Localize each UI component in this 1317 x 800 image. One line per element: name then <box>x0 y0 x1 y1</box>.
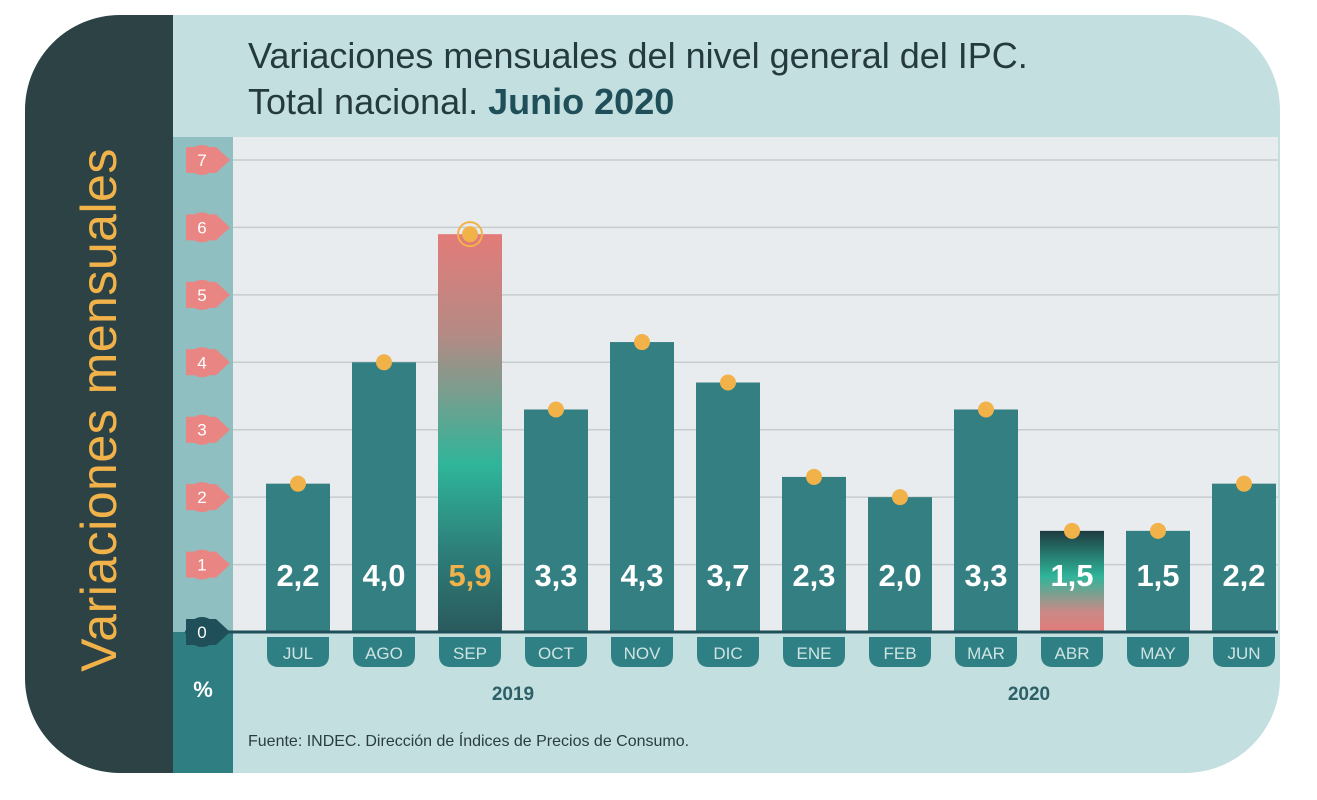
value-label: 3,3 <box>534 558 577 593</box>
month-label: NOV <box>624 644 662 663</box>
value-marker <box>1236 475 1252 492</box>
month-label: ENE <box>797 644 832 663</box>
month-label: OCT <box>538 644 574 663</box>
month-pill <box>1213 637 1275 667</box>
month-pill <box>783 637 845 667</box>
value-label: 3,3 <box>964 558 1007 593</box>
y-tick-label: 5 <box>197 286 206 305</box>
value-marker <box>462 226 478 243</box>
y-tick-label: 4 <box>197 353 206 372</box>
month-pill <box>1041 637 1103 667</box>
y-tick-badge <box>187 482 217 513</box>
y-tick-badge <box>187 549 217 580</box>
month-pill <box>439 637 501 667</box>
y-tick-label: 3 <box>197 421 206 440</box>
year-label: 2020 <box>1008 684 1050 705</box>
bar-sep <box>438 234 502 632</box>
month-label: MAY <box>1140 644 1176 663</box>
y-tick-label: 0 <box>197 623 206 642</box>
month-pill <box>869 637 931 667</box>
month-label: SEP <box>453 644 487 663</box>
bar-may <box>1126 530 1190 632</box>
value-marker <box>290 475 306 492</box>
value-label: 2,3 <box>792 558 835 593</box>
year-label: 2019 <box>492 684 534 705</box>
bar-feb <box>868 497 932 632</box>
chart-area: 0 1 2 3 4 5 6 7% 2,2 JUL 4,0 AGO 5,9 SEP 3,3 OCT 4,3 NOV 3… <box>173 137 1278 773</box>
value-marker <box>1150 522 1166 539</box>
y-tick-badge <box>187 145 217 175</box>
month-label: ABR <box>1055 644 1090 663</box>
y-tick-badge <box>187 347 217 378</box>
value-label: 2,2 <box>276 558 319 593</box>
value-marker <box>892 489 908 506</box>
bar-ene <box>782 476 846 632</box>
bar-oct <box>524 409 588 632</box>
value-marker <box>978 401 994 418</box>
month-label: MAR <box>967 644 1005 663</box>
value-label: 4,0 <box>362 558 405 593</box>
month-pill <box>353 637 415 667</box>
chart-title: Variaciones mensuales del nivel general … <box>248 33 1028 125</box>
value-label: 5,9 <box>448 558 491 593</box>
value-marker <box>548 401 564 418</box>
value-label: 2,2 <box>1222 558 1265 593</box>
value-label: 2,0 <box>878 558 921 593</box>
month-label: JUL <box>283 644 313 663</box>
bar-jun <box>1212 483 1276 632</box>
month-pill <box>697 637 759 667</box>
bar-dic <box>696 382 760 632</box>
title-line-1: Variaciones mensuales del nivel general … <box>248 35 1028 76</box>
bar-nov <box>610 342 674 632</box>
y-tick-label: 7 <box>197 151 206 170</box>
value-label: 4,3 <box>620 558 663 593</box>
y-tick-label: 2 <box>197 488 206 507</box>
value-label: 1,5 <box>1136 558 1179 593</box>
unit-label: % <box>193 677 213 702</box>
title-line-2-bold: Junio 2020 <box>488 81 675 122</box>
month-pill <box>1127 637 1189 667</box>
value-marker <box>1064 522 1080 539</box>
side-panel: Variaciones mensuales <box>25 15 173 773</box>
title-line-2-prefix: Total nacional. <box>248 81 489 122</box>
bar-mar <box>954 409 1018 632</box>
max-marker-ring <box>457 221 483 248</box>
bar-abr <box>1040 530 1104 632</box>
month-pill <box>525 637 587 667</box>
month-label: FEB <box>883 644 916 663</box>
y-tick-badge <box>187 617 217 647</box>
title-line-2: Total nacional. Junio 2020 <box>248 79 1028 125</box>
bar-jul <box>266 483 330 632</box>
y-tick-badge <box>187 212 217 243</box>
bar-ago <box>352 362 416 632</box>
unit-column <box>173 632 233 773</box>
value-marker <box>376 354 392 371</box>
y-tick-badge <box>187 414 217 445</box>
value-marker <box>634 334 650 351</box>
y-tick-badge <box>187 279 217 310</box>
value-label: 1,5 <box>1050 558 1093 593</box>
month-pill <box>955 637 1017 667</box>
month-label: AGO <box>365 644 403 663</box>
y-tick-label: 6 <box>197 218 206 237</box>
y-tick-label: 1 <box>197 556 206 575</box>
month-pill <box>611 637 673 667</box>
source-note: Fuente: INDEC. Dirección de Índices de P… <box>248 733 690 750</box>
value-label: 3,7 <box>706 558 749 593</box>
value-marker <box>806 468 822 485</box>
month-pill <box>267 637 329 667</box>
month-label: JUN <box>1227 644 1260 663</box>
value-marker <box>720 374 736 391</box>
month-label: DIC <box>713 644 742 663</box>
